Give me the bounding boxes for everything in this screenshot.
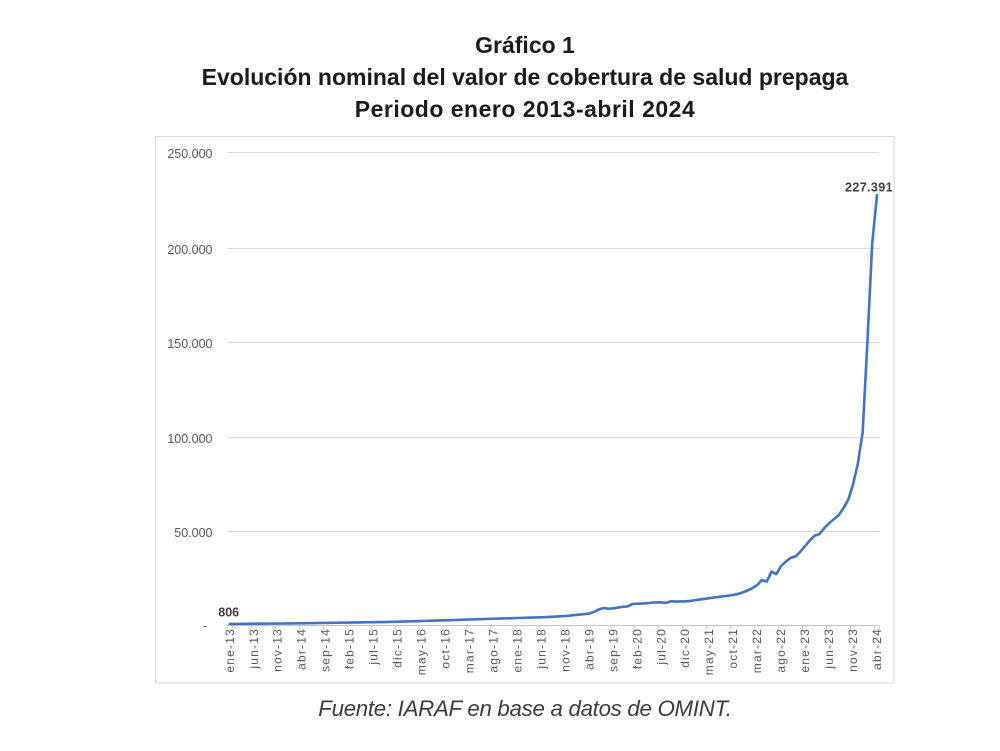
svg-text:jun-13: jun-13 [247,628,261,670]
svg-text:abr-14: abr-14 [295,628,309,670]
svg-text:oct-16: oct-16 [439,628,453,669]
svg-text:dic-15: dic-15 [391,628,405,668]
svg-text:abr-24: abr-24 [870,628,884,670]
svg-text:100.000: 100.000 [167,432,212,446]
svg-text:sep-19: sep-19 [606,628,620,672]
svg-text:150.000: 150.000 [167,337,212,351]
svg-text:806: 806 [218,606,239,620]
svg-text:ene-18: ene-18 [510,628,524,673]
svg-text:jun-23: jun-23 [822,628,836,670]
svg-text:feb-15: feb-15 [343,628,357,669]
svg-text:50.000: 50.000 [174,526,212,540]
svg-text:250.000: 250.000 [167,147,212,161]
svg-text:ago-22: ago-22 [774,628,788,673]
svg-text:sep-14: sep-14 [319,628,333,672]
svg-text:ene-13: ene-13 [223,628,237,673]
svg-text:nov-18: nov-18 [558,628,572,672]
svg-text:ago-17: ago-17 [486,628,500,673]
svg-text:-: - [203,619,207,633]
svg-text:jul-20: jul-20 [654,628,668,666]
svg-text:227.391: 227.391 [845,181,893,195]
svg-text:may-16: may-16 [415,628,429,675]
svg-text:200.000: 200.000 [167,243,212,257]
svg-text:may-21: may-21 [702,628,716,675]
svg-text:mar-17: mar-17 [463,628,477,673]
svg-text:abr-19: abr-19 [582,628,596,670]
svg-text:nov-13: nov-13 [271,628,285,672]
svg-text:dic-20: dic-20 [678,628,692,668]
svg-text:mar-22: mar-22 [750,628,764,673]
svg-text:jun-18: jun-18 [534,628,548,670]
svg-text:nov-23: nov-23 [846,628,860,672]
svg-text:ene-23: ene-23 [798,628,812,673]
svg-text:oct-21: oct-21 [726,628,740,669]
svg-text:feb-20: feb-20 [630,628,644,669]
svg-text:jul-15: jul-15 [367,628,381,666]
